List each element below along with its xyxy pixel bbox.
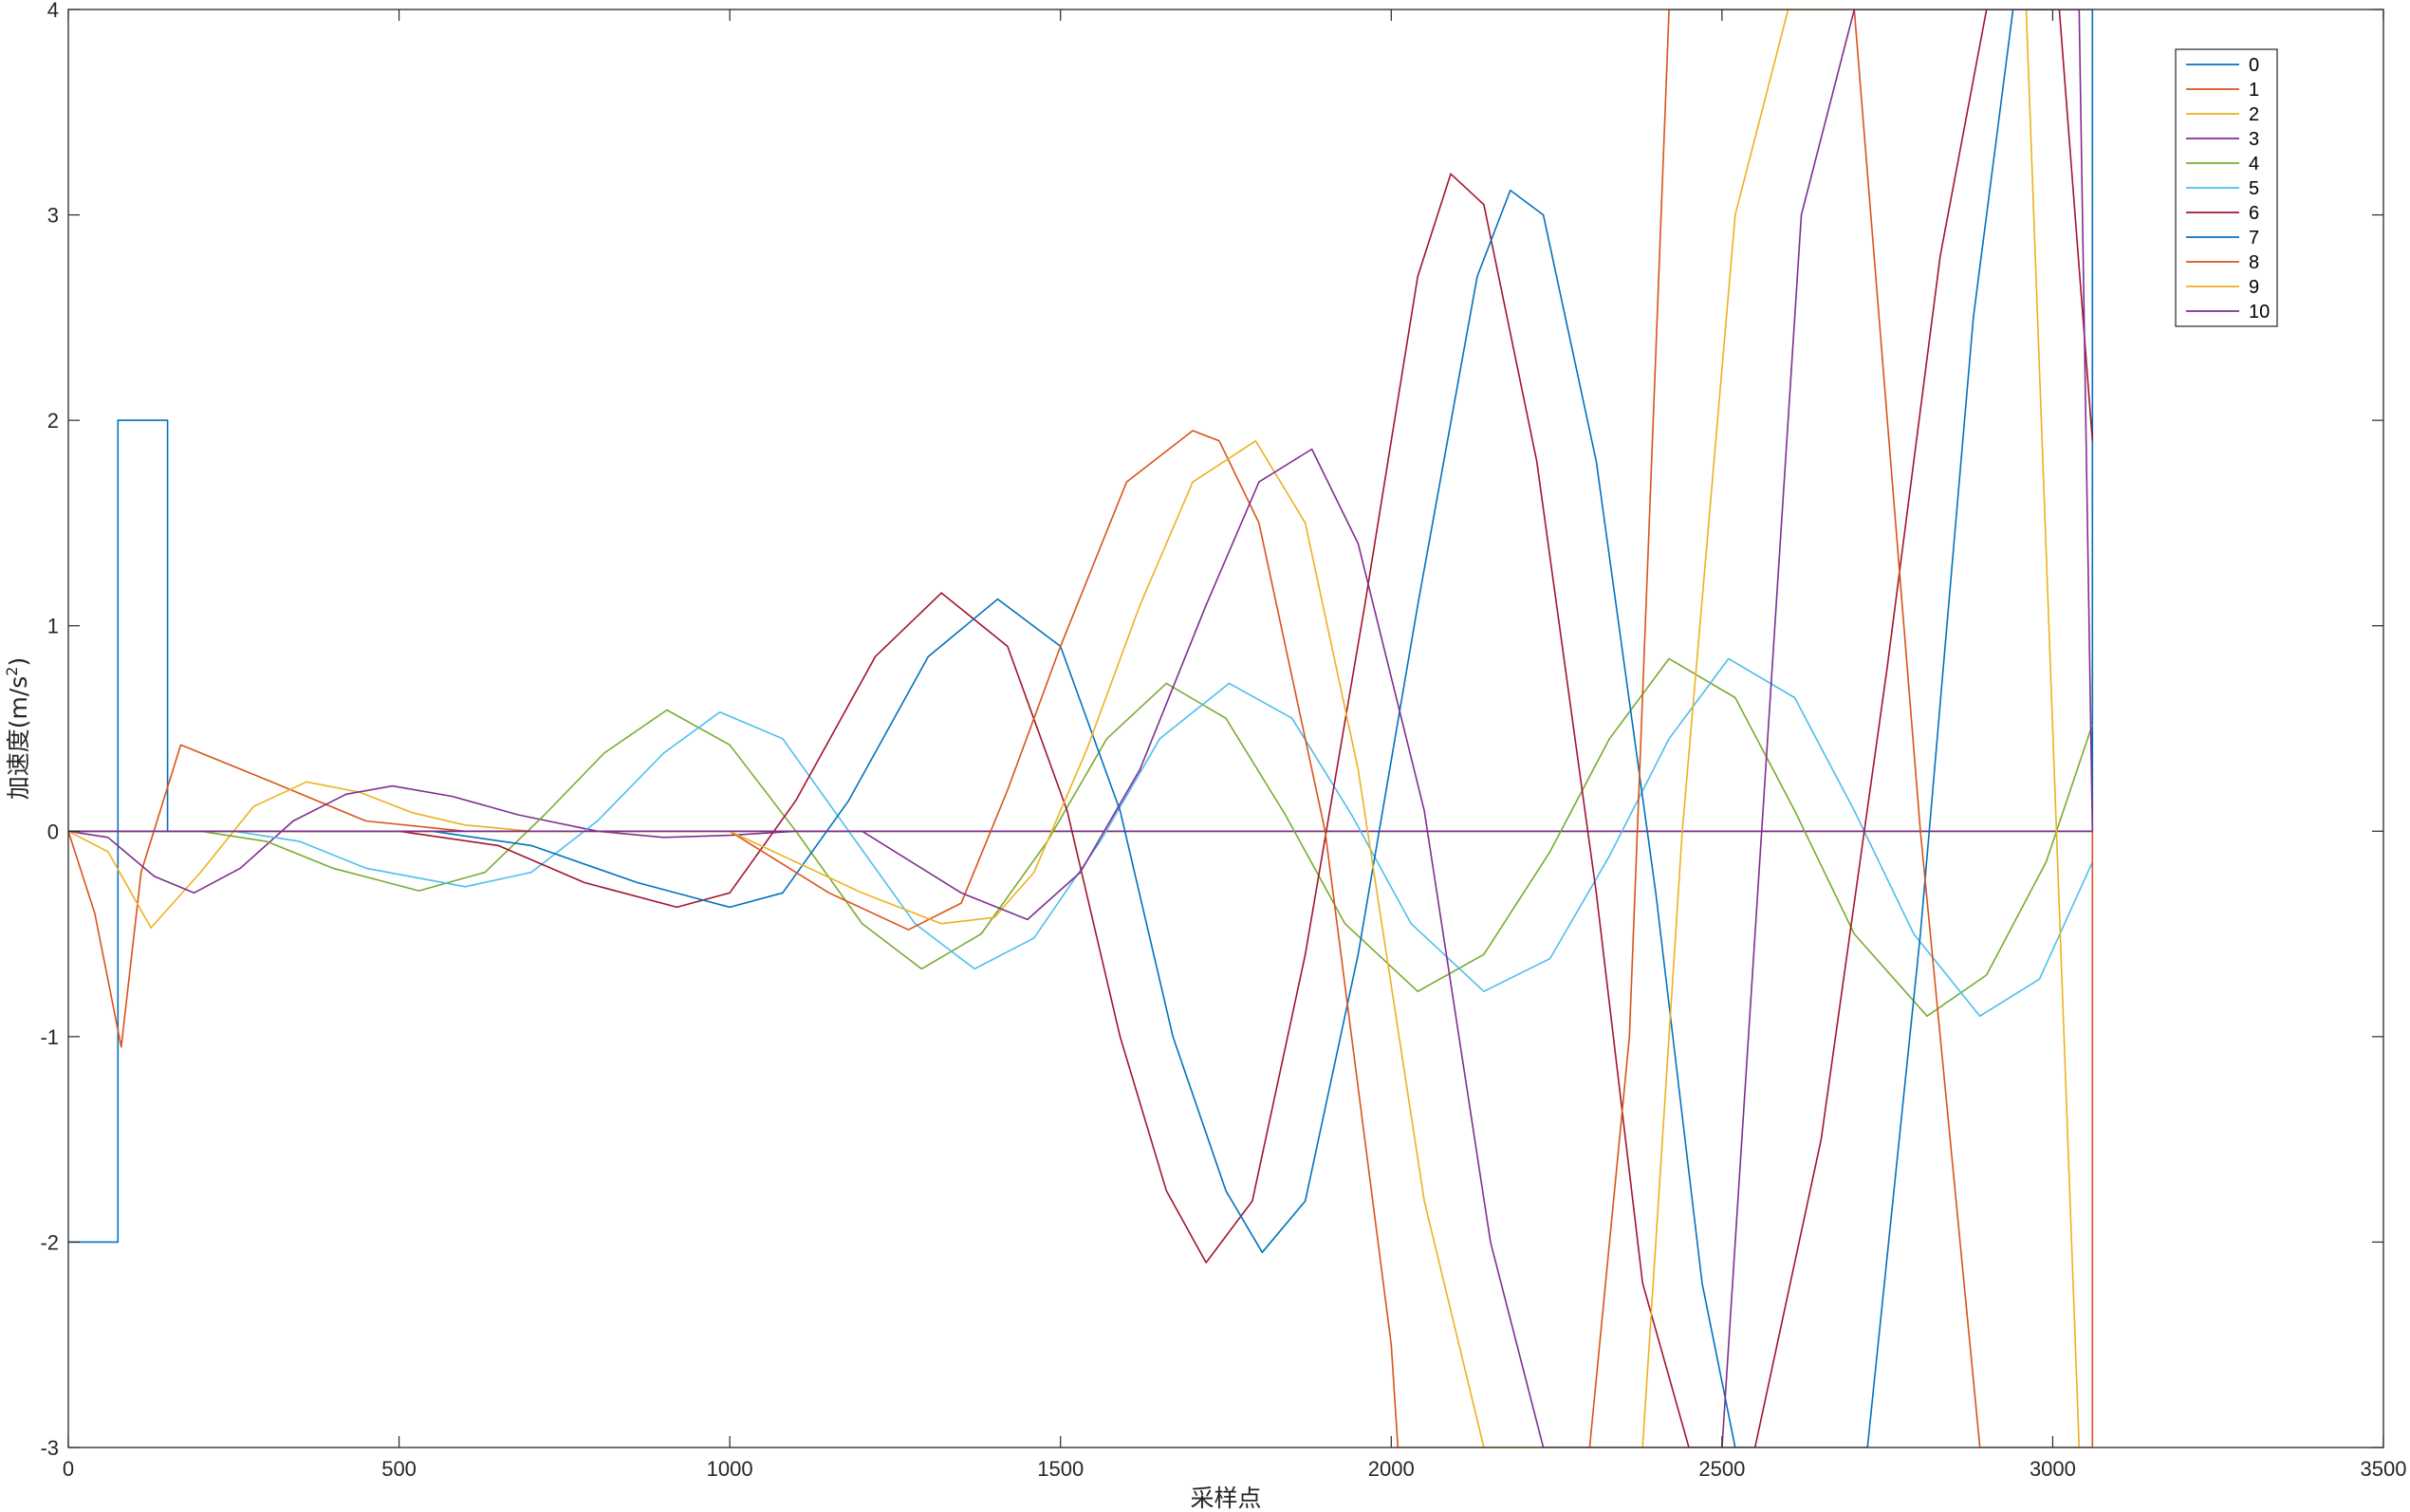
legend-label: 7 [2249, 228, 2259, 249]
series-line-3 [68, 784, 2093, 894]
y-tick-label: -1 [40, 1025, 59, 1049]
legend-label: 9 [2249, 277, 2259, 298]
legend: 0 1 2 3 4 5 6 7 8 9 10 [2175, 48, 2278, 327]
y-tick-label: 3 [47, 204, 59, 228]
series-line-9 [68, 9, 2093, 1447]
legend-label: 2 [2249, 104, 2259, 125]
y-axis-label-main: 加速度(m/s [5, 676, 32, 801]
series-line-7 [68, 9, 2093, 1447]
x-tick-label: 3000 [2030, 1457, 2076, 1481]
legend-label: 3 [2249, 129, 2259, 150]
series-line-5 [68, 657, 2094, 1017]
y-tick-label: 4 [47, 0, 59, 22]
y-axis-label-superscript: 2 [3, 667, 21, 676]
y-tick-label: -2 [40, 1230, 59, 1254]
legend-items: 0 1 2 3 4 5 6 7 8 9 10 [2186, 55, 2270, 323]
x-tick-label: 2000 [1368, 1457, 1415, 1481]
legend-label: 5 [2249, 178, 2259, 199]
y-axis-label: 加速度(m/s2) [3, 657, 32, 801]
legend-label: 6 [2249, 203, 2259, 224]
y-tick-label: 2 [47, 409, 59, 433]
legend-label: 0 [2249, 55, 2259, 76]
y-tick-label: -3 [40, 1436, 59, 1460]
x-tick-label: 500 [381, 1457, 417, 1481]
series-line-6 [68, 9, 2094, 1447]
series-layer [68, 9, 2094, 1447]
y-tick-label: 1 [47, 615, 59, 638]
legend-label: 1 [2249, 80, 2259, 101]
y-tick-label: 0 [47, 820, 59, 843]
tick-layer: 0 500 1000 1500 2000 2500 3000 3500 -3 -2 -1 0 1 2 3 4 [40, 0, 2406, 1481]
legend-label: 8 [2249, 252, 2259, 273]
series-line-4 [68, 657, 2094, 1017]
x-tick-label: 1000 [707, 1457, 753, 1481]
plot-area-frame [67, 9, 2384, 1448]
x-tick-label: 3500 [2361, 1457, 2407, 1481]
x-axis-label: 采样点 [1190, 1484, 1261, 1512]
x-tick-label: 1500 [1037, 1457, 1084, 1481]
series-line-10 [68, 9, 2094, 1447]
x-tick-label: 2500 [1698, 1457, 1745, 1481]
series-line-0 [68, 9, 2094, 1244]
series-line-8 [68, 9, 2094, 1447]
legend-label: 4 [2249, 154, 2259, 175]
legend-label: 10 [2249, 302, 2270, 323]
x-tick-label: 0 [63, 1457, 74, 1481]
y-axis-label-close: ) [5, 657, 32, 667]
